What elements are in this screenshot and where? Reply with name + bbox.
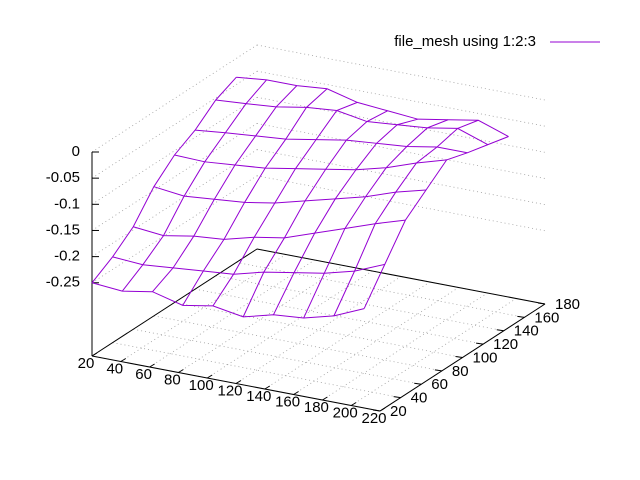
- z-tick-label: -0.15: [46, 221, 80, 238]
- mesh-line: [212, 101, 358, 307]
- x-tick-label: 120: [217, 382, 242, 399]
- x-tick-label: 160: [275, 393, 300, 410]
- mesh-line: [195, 129, 468, 154]
- tick-mark: [476, 342, 484, 345]
- tick-mark: [434, 369, 442, 372]
- legend-label: file_mesh using 1:2:3: [394, 33, 536, 50]
- grid-line: [149, 259, 315, 368]
- z-tick-label: -0.1: [54, 195, 80, 212]
- tick-mark: [455, 356, 463, 358]
- z-tick-label: -0.05: [46, 169, 80, 186]
- grid-line: [120, 254, 287, 362]
- grid-line: [178, 265, 344, 373]
- x-tick-label: 60: [135, 366, 152, 383]
- grid-line: [153, 315, 442, 372]
- grid-line: [264, 281, 431, 390]
- mesh-line: [303, 119, 449, 319]
- axis-line: [256, 248, 546, 305]
- tick-mark: [350, 402, 357, 406]
- grid-line: [293, 287, 459, 395]
- tick-mark: [379, 407, 386, 412]
- tick-mark: [393, 396, 401, 399]
- grid-line: [256, 175, 546, 232]
- grid-line: [174, 302, 463, 358]
- tick-mark: [235, 380, 242, 384]
- tick-mark: [91, 352, 98, 357]
- x-tick-label: 40: [106, 360, 123, 377]
- grid-line: [91, 149, 258, 257]
- grid-line: [195, 288, 484, 345]
- tick-mark: [120, 358, 127, 362]
- z-tick-label: 0: [72, 143, 80, 160]
- mesh-line: [215, 99, 489, 146]
- x-tick-label: 20: [78, 355, 95, 372]
- grid-line: [256, 123, 546, 179]
- grid-line: [91, 96, 258, 205]
- tick-mark: [372, 409, 381, 412]
- x-tick-label: 180: [304, 399, 329, 416]
- mesh-line: [242, 110, 388, 318]
- x-tick-label: 80: [164, 371, 181, 388]
- tick-mark: [206, 374, 213, 379]
- grid-line: [235, 276, 402, 384]
- axis-line: [91, 248, 258, 357]
- tick-mark: [178, 369, 184, 373]
- grid-line: [215, 275, 504, 332]
- tick-mark: [414, 382, 422, 385]
- x-tick-label: 100: [189, 377, 214, 394]
- tick-mark: [149, 363, 155, 368]
- mesh-line: [174, 154, 447, 171]
- mesh-line: [121, 79, 267, 292]
- y-tick-label: 180: [555, 296, 580, 313]
- grid-line: [256, 149, 546, 206]
- y-tick-label: 160: [534, 309, 559, 326]
- tick-mark: [322, 396, 328, 401]
- y-tick-label: 100: [473, 349, 498, 366]
- y-tick-label: 60: [431, 376, 448, 393]
- y-tick-label: 80: [452, 363, 469, 380]
- tick-mark: [264, 385, 271, 390]
- mesh-line: [333, 119, 479, 317]
- mesh-line: [182, 88, 328, 306]
- grid-line: [322, 292, 488, 401]
- mesh-line: [363, 136, 509, 309]
- y-tick-label: 120: [493, 336, 518, 353]
- mesh-line: [153, 186, 427, 204]
- grid-line: [256, 70, 546, 127]
- grid-line: [91, 123, 258, 231]
- tick-mark: [496, 329, 504, 332]
- grid-line: [112, 342, 401, 399]
- x-tick-label: 140: [246, 388, 271, 405]
- y-tick-label: 20: [390, 403, 407, 420]
- mesh-line: [112, 256, 385, 275]
- mesh-line: [91, 76, 237, 284]
- y-tick-label: 40: [411, 390, 428, 407]
- grid-line: [236, 261, 525, 318]
- tick-mark: [517, 315, 525, 318]
- tick-mark: [293, 391, 299, 395]
- y-tick-label: 140: [514, 323, 539, 340]
- x-tick-label: 200: [333, 404, 358, 421]
- grid-line: [91, 70, 258, 179]
- mesh-line: [236, 76, 509, 137]
- mesh-line: [133, 219, 406, 240]
- grid-line: [350, 298, 517, 406]
- z-tick-label: -0.25: [46, 274, 80, 291]
- mesh-line: [91, 282, 365, 319]
- mesh-line: [272, 118, 418, 316]
- grid-line: [256, 44, 546, 101]
- grid-line: [133, 328, 422, 385]
- tick-mark: [537, 302, 546, 305]
- grid-line: [91, 44, 258, 153]
- grid-line: [91, 175, 258, 284]
- grid-line: [206, 270, 373, 379]
- mesh-line: [152, 85, 298, 293]
- grid-line: [256, 96, 546, 153]
- z-tick-label: -0.2: [54, 248, 80, 265]
- x-tick-label: 220: [361, 410, 386, 427]
